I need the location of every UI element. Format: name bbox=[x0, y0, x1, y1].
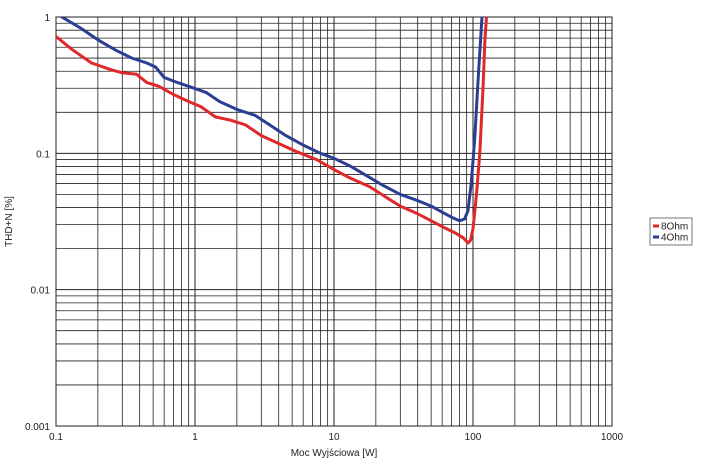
y-tick-labels: 0.001 0.01 0.1 1 bbox=[25, 13, 50, 433]
x-tick-label: 100 bbox=[465, 432, 482, 443]
y-tick-label: 0.1 bbox=[36, 149, 50, 160]
y-tick-label: 0.01 bbox=[31, 286, 51, 297]
y-tick-label: 1 bbox=[44, 13, 50, 24]
x-tick-label: 0.1 bbox=[49, 432, 63, 443]
x-tick-labels: 0.1 1 10 100 1000 bbox=[49, 432, 624, 443]
legend-label: 4Ohm bbox=[661, 233, 688, 244]
x-tick-label: 1000 bbox=[601, 432, 624, 443]
x-axis-label: Moc Wyjściowa [W] bbox=[291, 448, 378, 459]
series-layer bbox=[56, 17, 488, 245]
y-tick-label: 0.001 bbox=[25, 422, 50, 433]
x-tick-label: 1 bbox=[192, 432, 198, 443]
plot-frame bbox=[55, 16, 613, 427]
x-tick-label: 10 bbox=[328, 432, 340, 443]
y-axis-label: THD+N [%] bbox=[4, 196, 15, 247]
series-line-8ohm bbox=[56, 17, 488, 245]
legend-label: 8Ohm bbox=[661, 222, 688, 233]
series-line-4ohm bbox=[60, 17, 484, 223]
legend-box bbox=[649, 217, 693, 246]
